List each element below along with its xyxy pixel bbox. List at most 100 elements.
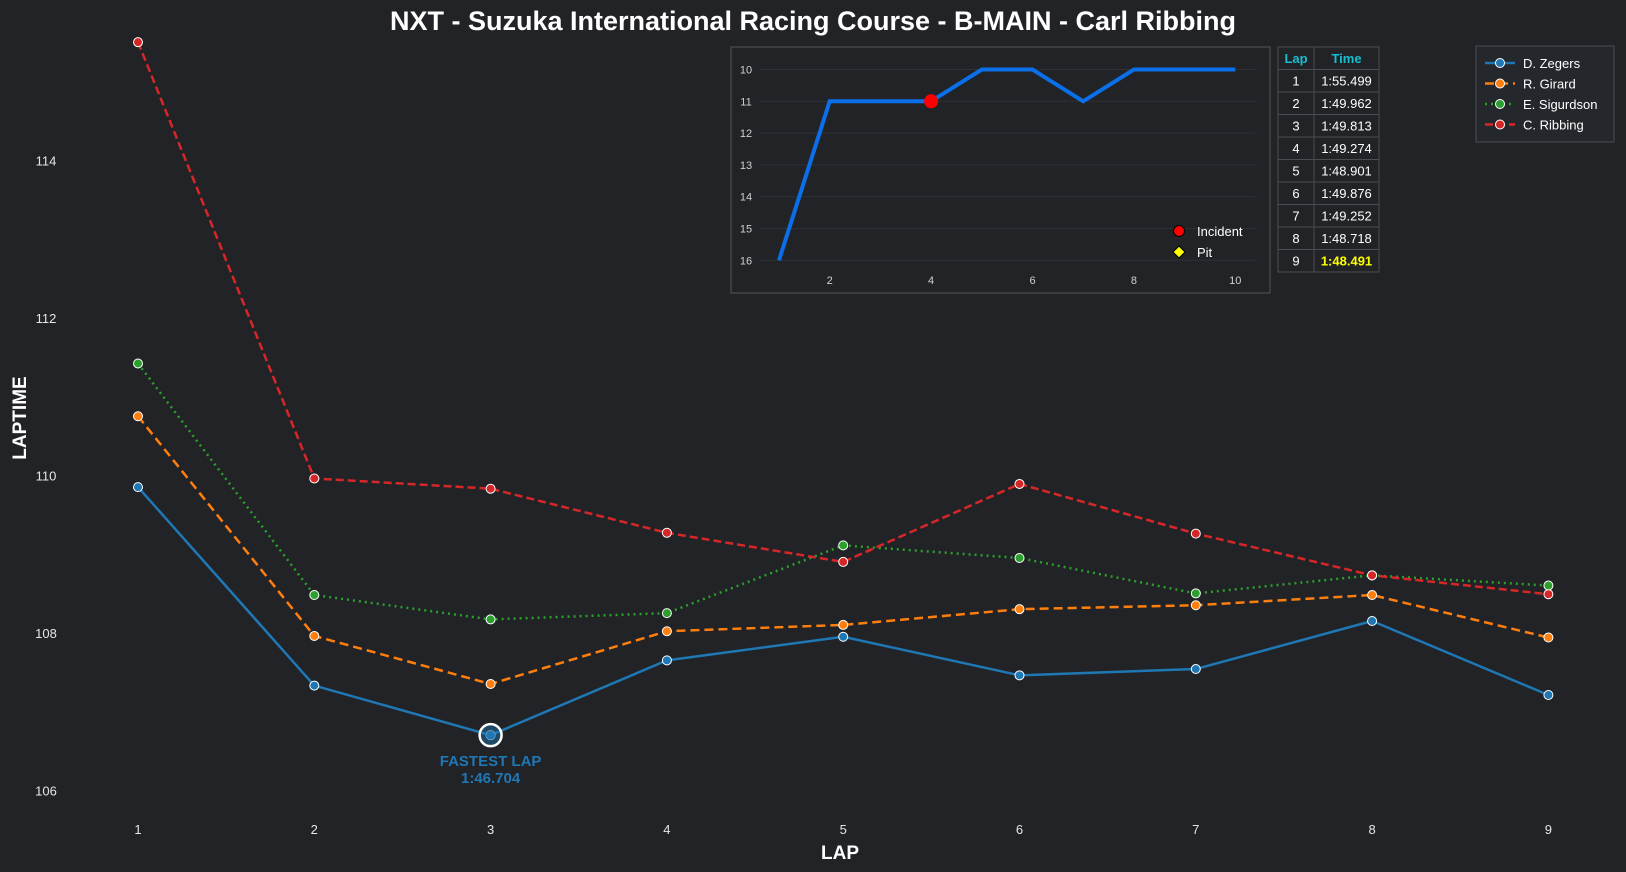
- table-cell-time: 1:49.876: [1321, 186, 1372, 201]
- x-tick-label: 3: [487, 822, 494, 837]
- inset-y-tick-label: 10: [740, 65, 752, 77]
- y-axis-label: LAPTIME: [10, 376, 31, 459]
- inset-y-tick-label: 11: [740, 96, 751, 108]
- table-cell-time: 1:49.962: [1321, 96, 1372, 111]
- table-cell-lap: 1: [1292, 74, 1299, 89]
- data-point: [1543, 589, 1554, 600]
- table-header-time: Time: [1331, 51, 1361, 66]
- data-point: [309, 680, 320, 691]
- main-legend: D. Zegers R. Girard E. Sigurdson C. Ribbing: [1475, 45, 1615, 143]
- legend-item-label: E. Sigurdson: [1523, 97, 1597, 112]
- data-point: [309, 473, 320, 484]
- data-point: [1190, 528, 1201, 539]
- data-point: [661, 527, 672, 538]
- x-tick-label: 6: [1016, 822, 1023, 837]
- series-e-sigurdson: [133, 358, 1554, 625]
- table-cell-lap: 8: [1292, 231, 1299, 246]
- legend-swatch-marker: [1495, 119, 1505, 130]
- table-cell-time: 1:48.718: [1321, 231, 1372, 246]
- data-point: [309, 630, 320, 641]
- inset-x-tick-label: 2: [827, 275, 833, 287]
- inset-x-tick-label: 4: [928, 275, 934, 287]
- table-cell-lap: 6: [1292, 186, 1299, 201]
- data-point: [838, 556, 849, 567]
- data-point: [133, 37, 143, 48]
- fastest-lap-label: FASTEST LAP: [440, 753, 542, 770]
- y-tick-label: 114: [36, 153, 57, 168]
- x-tick-label: 2: [311, 822, 318, 837]
- series-r-girard: [133, 411, 1554, 689]
- incident-legend-label: Incident: [1197, 224, 1243, 239]
- data-point: [1014, 552, 1025, 563]
- table-cell-time: 1:49.813: [1321, 119, 1372, 134]
- legend-item-label: C. Ribbing: [1523, 118, 1584, 133]
- position-line: [777, 67, 1236, 261]
- incident-legend-marker: [1173, 225, 1185, 237]
- table-cell-time: 1:48.901: [1321, 164, 1372, 179]
- lap-time-table: Lap Time 1 1:55.499 2 1:49.962 3 1:49.813 4 1:49.…: [1277, 46, 1380, 273]
- table-cell-time: 1:55.499: [1321, 74, 1372, 89]
- x-tick-label: 4: [663, 822, 670, 837]
- fastest-lap-dot: [486, 730, 496, 740]
- data-point: [1190, 588, 1201, 599]
- series-line: [136, 41, 1549, 596]
- y-tick-label: 110: [36, 468, 57, 483]
- legend-swatch-marker: [1495, 78, 1505, 89]
- series-c-ribbing: [133, 37, 1554, 600]
- y-tick-label: 106: [35, 783, 57, 798]
- data-point: [485, 678, 496, 689]
- table-cell-lap: 2: [1292, 96, 1299, 111]
- data-point: [485, 614, 496, 625]
- table-cell-lap: 3: [1292, 119, 1299, 134]
- data-point: [838, 631, 849, 642]
- inset-y-tick-label: 13: [740, 160, 752, 172]
- data-point: [1543, 632, 1554, 643]
- inset-x-tick-label: 6: [1029, 275, 1035, 287]
- legend-swatch-marker: [1495, 99, 1505, 109]
- inset-y-tick-label: 15: [740, 224, 752, 236]
- table-cell-lap: 4: [1292, 141, 1299, 156]
- table-cell-lap: 7: [1292, 209, 1299, 224]
- data-point: [1014, 478, 1025, 489]
- data-point: [1367, 590, 1378, 600]
- inset-y-tick-label: 14: [740, 192, 752, 204]
- pit-legend-label: Pit: [1197, 245, 1213, 260]
- series-line: [137, 415, 1549, 686]
- data-point: [1014, 604, 1025, 615]
- x-tick-label: 7: [1192, 822, 1199, 837]
- inset-y-tick-label: 12: [740, 128, 752, 140]
- legend-item-label: D. Zegers: [1523, 56, 1581, 71]
- data-point: [1543, 690, 1554, 701]
- data-point: [1190, 600, 1201, 611]
- x-tick-label: 5: [840, 822, 847, 837]
- data-point: [838, 619, 849, 630]
- data-point: [838, 540, 849, 551]
- table-cell-time: 1:49.252: [1321, 209, 1372, 224]
- data-point: [133, 411, 143, 422]
- data-point: [485, 483, 496, 494]
- data-point: [133, 482, 143, 493]
- table-cell-lap: 5: [1292, 164, 1299, 179]
- series-line: [137, 362, 1549, 621]
- position-inset: 10 11 12 13 14 15 16 2 4 6 8 10 Incident Pit: [730, 46, 1271, 294]
- data-point: [661, 626, 672, 637]
- x-tick-label: 9: [1545, 822, 1552, 837]
- table-header-lap: Lap: [1284, 51, 1307, 66]
- inset-frame: [730, 46, 1271, 294]
- inset-x-tick-label: 8: [1131, 275, 1137, 287]
- data-point: [1367, 570, 1378, 581]
- legend-swatch-marker: [1495, 58, 1505, 68]
- table-cell-lap: 9: [1292, 254, 1299, 269]
- fastest-lap-time: 1:46.704: [461, 770, 521, 787]
- inset-x-tick-label: 10: [1229, 275, 1241, 287]
- data-point: [661, 655, 672, 666]
- table-cell-time: 1:49.274: [1321, 141, 1372, 156]
- inset-y-tick-label: 16: [740, 255, 752, 267]
- x-tick-label: 8: [1368, 822, 1375, 837]
- x-tick-label: 1: [134, 822, 141, 837]
- chart-title: NXT - Suzuka International Racing Course…: [390, 6, 1236, 36]
- data-point: [1190, 664, 1201, 675]
- data-point: [1014, 670, 1025, 681]
